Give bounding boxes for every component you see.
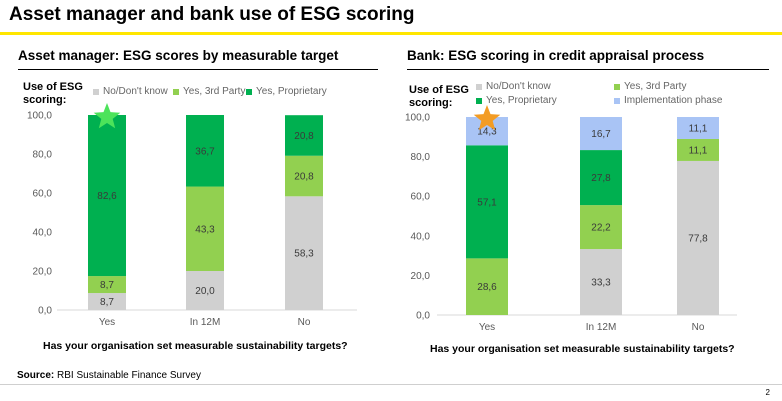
legend-label: Yes, 3rd Party (624, 81, 687, 92)
legend-label: Implementation phase (624, 95, 723, 106)
data-label: 77,8 (688, 233, 708, 244)
category-label: In 12M (190, 317, 221, 328)
bar-segment (186, 186, 224, 271)
y-tick-label: 100,0 (27, 111, 52, 122)
panel-title-bank: Bank: ESG scoring in credit appraisal pr… (407, 48, 705, 63)
legend-label: Yes, 3rd Party (183, 86, 246, 97)
bar-segment (285, 155, 323, 197)
panel-divider-bank (407, 69, 769, 70)
y-tick-label: 60,0 (33, 189, 53, 200)
data-label: 58,3 (294, 249, 314, 260)
category-label: Yes (479, 322, 495, 333)
bar-segment (580, 150, 622, 206)
highlight-star-icon (473, 105, 501, 131)
scoring-label-asset-manager: Use of ESG scoring: (23, 81, 83, 106)
legend-item-yes-proprietary: Yes, Proprietary (476, 95, 557, 106)
bar-segment (186, 115, 224, 187)
data-label: 11,1 (689, 145, 708, 156)
scoring-label-bank: Use of ESG scoring: (409, 84, 469, 109)
legend-swatch (173, 88, 179, 95)
panel-divider-asset-manager (18, 69, 378, 70)
category-label: In 12M (586, 322, 617, 333)
x-axis-question-bank: Has your organisation set measurable sus… (430, 343, 735, 355)
y-tick-label: 40,0 (411, 231, 431, 242)
source-note: Source: RBI Sustainable Finance Survey (17, 370, 201, 381)
data-label: 14,3 (477, 127, 497, 138)
y-tick-label: 40,0 (33, 228, 53, 239)
y-tick-label: 0,0 (38, 306, 52, 317)
bar-segment (580, 117, 622, 151)
y-tick-label: 100,0 (405, 113, 430, 124)
data-label: 20,8 (294, 131, 314, 142)
data-label: 28,6 (477, 282, 497, 293)
bar-segment (580, 205, 622, 250)
bar-segment (186, 271, 224, 310)
bar-segment (677, 138, 719, 161)
legend-swatch (476, 97, 482, 104)
y-tick-label: 0,0 (416, 311, 430, 322)
bar-segment (88, 293, 126, 310)
chart-bank: 0,0 20,0 40,0 60,0 80,0 100,0 28,6 57,1 14,3 Yes 3… (405, 105, 737, 333)
legend-item-no-dont-know: No/Don't know (93, 86, 168, 97)
page-number: 2 (765, 388, 770, 397)
legend-swatch (246, 88, 252, 95)
bar-segment (677, 117, 719, 139)
legend-item-yes-3rd-party: Yes, 3rd Party (614, 81, 686, 92)
data-label: 16,7 (591, 129, 611, 140)
legend-item-yes-3rd-party: Yes, 3rd Party (173, 86, 245, 97)
data-label: 8,7 (100, 297, 114, 308)
legend-swatch (476, 83, 482, 90)
legend-label: No/Don't know (103, 86, 168, 97)
data-label: 20,8 (294, 172, 314, 183)
chart-asset-manager: 0,0 20,0 40,0 60,0 80,0 100,0 8,7 8,7 82,6 Yes 20,… (27, 103, 357, 328)
legend-item-yes-proprietary: Yes, Proprietary (246, 86, 327, 97)
data-label: 20,0 (195, 286, 215, 297)
data-label: 36,7 (195, 146, 215, 157)
panel-title-asset-manager: Asset manager: ESG scores by measurable … (18, 48, 339, 63)
bar-segment (466, 145, 508, 259)
data-label: 57,1 (477, 197, 497, 208)
data-label: 27,8 (591, 173, 611, 184)
y-tick-label: 80,0 (411, 152, 431, 163)
data-label: 33,3 (591, 278, 611, 289)
slide-title: Asset manager and bank use of ESG scorin… (9, 4, 415, 25)
data-label: 43,3 (195, 224, 215, 235)
bar-segment (285, 196, 323, 310)
legend-label: No/Don't know (486, 81, 551, 92)
category-label: No (692, 322, 705, 333)
data-label: 11,1 (689, 123, 708, 134)
source-text: RBI Sustainable Finance Survey (57, 370, 201, 381)
legend-swatch (614, 97, 620, 104)
legend-label: Yes, Proprietary (486, 95, 557, 106)
highlight-star-icon (93, 103, 121, 129)
legend-item-no-dont-know: No/Don't know (476, 81, 551, 92)
y-tick-label: 80,0 (33, 150, 53, 161)
data-label: 82,6 (97, 191, 117, 202)
footer-divider (0, 384, 782, 385)
bar-segment (466, 258, 508, 315)
bar-segment (88, 115, 126, 277)
category-label: Yes (99, 317, 115, 328)
data-label: 8,7 (100, 280, 114, 291)
y-tick-label: 60,0 (411, 192, 431, 203)
y-tick-label: 20,0 (33, 267, 53, 278)
data-label: 22,2 (591, 223, 611, 234)
category-label: No (298, 317, 311, 328)
y-tick-label: 20,0 (411, 271, 431, 282)
title-underline (0, 32, 782, 35)
bar-segment (677, 160, 719, 315)
bar-segment (88, 276, 126, 294)
x-axis-question-asset-manager: Has your organisation set measurable sus… (43, 340, 348, 352)
legend-swatch (614, 83, 620, 90)
bar-segment (580, 249, 622, 315)
bar-segment (285, 115, 323, 156)
source-label: Source: (17, 370, 55, 381)
legend-item-implementation-phase: Implementation phase (614, 95, 722, 106)
legend-swatch (93, 88, 99, 95)
legend-label: Yes, Proprietary (256, 86, 327, 97)
